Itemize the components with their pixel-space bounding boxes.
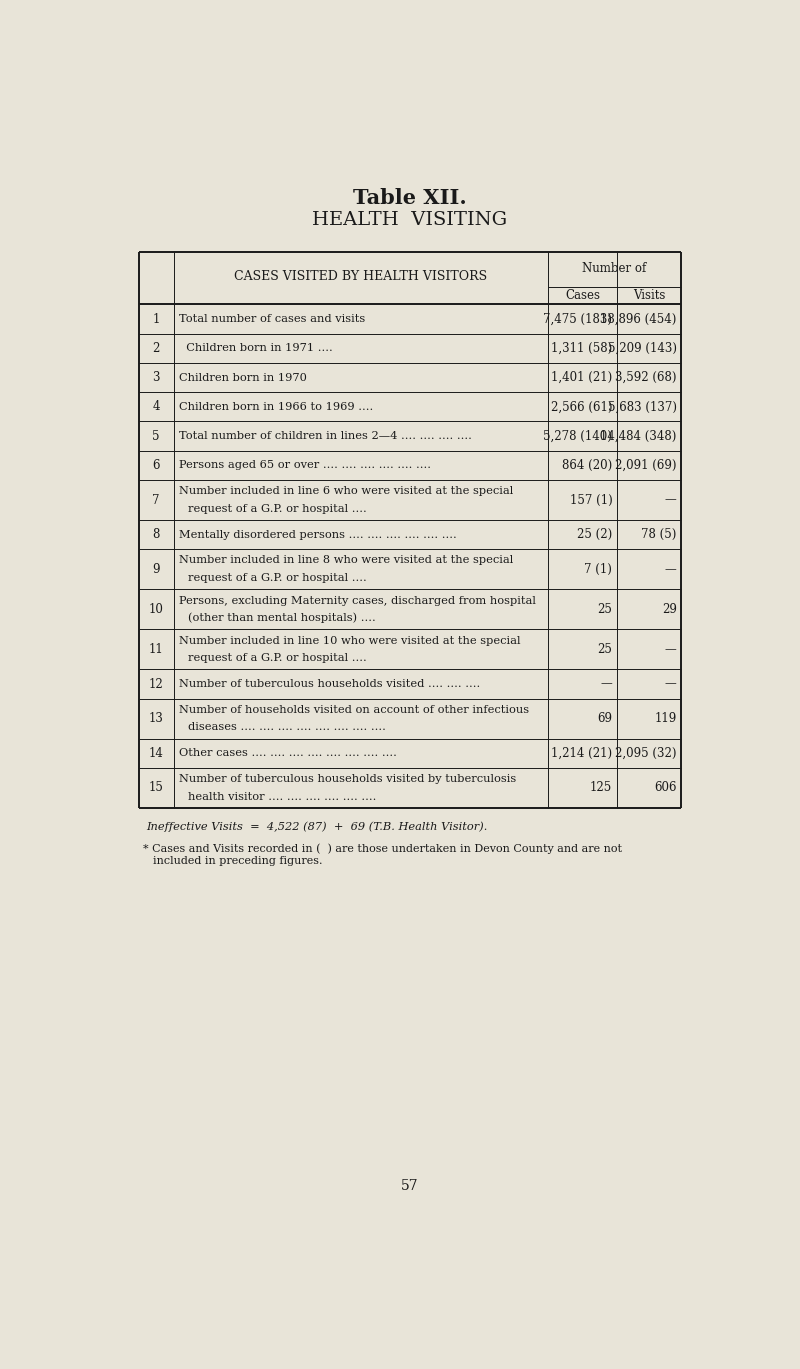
- Text: 125: 125: [590, 782, 612, 794]
- Text: 7,475 (183): 7,475 (183): [543, 312, 612, 326]
- Text: —: —: [665, 493, 677, 507]
- Text: 9: 9: [153, 563, 160, 576]
- Text: 2: 2: [153, 342, 160, 355]
- Text: (other than mental hospitals) ....: (other than mental hospitals) ....: [188, 613, 376, 623]
- Text: 78 (5): 78 (5): [642, 528, 677, 541]
- Text: HEALTH  VISITING: HEALTH VISITING: [313, 211, 507, 229]
- Text: 7 (1): 7 (1): [584, 563, 612, 576]
- Text: 29: 29: [662, 602, 677, 616]
- Text: Children born in 1971 ....: Children born in 1971 ....: [179, 344, 333, 353]
- Text: Children born in 1970: Children born in 1970: [179, 372, 307, 382]
- Text: 864 (20): 864 (20): [562, 459, 612, 472]
- Text: 13: 13: [149, 712, 164, 726]
- Text: Table XII.: Table XII.: [353, 188, 467, 208]
- Text: Number included in line 8 who were visited at the special: Number included in line 8 who were visit…: [179, 556, 514, 565]
- Text: 8: 8: [153, 528, 160, 541]
- Text: request of a G.P. or hospital ....: request of a G.P. or hospital ....: [188, 504, 367, 513]
- Text: 1,214 (21): 1,214 (21): [551, 747, 612, 760]
- Text: 15: 15: [149, 782, 164, 794]
- Text: Number of tuberculous households visited by tuberculosis: Number of tuberculous households visited…: [179, 775, 516, 784]
- Text: 1,311 (58): 1,311 (58): [551, 342, 612, 355]
- Text: 119: 119: [654, 712, 677, 726]
- Text: 3: 3: [153, 371, 160, 385]
- Text: 2,095 (32): 2,095 (32): [615, 747, 677, 760]
- Text: CASES VISITED BY HEALTH VISITORS: CASES VISITED BY HEALTH VISITORS: [234, 270, 487, 283]
- Text: Other cases .... .... .... .... .... .... .... ....: Other cases .... .... .... .... .... ...…: [179, 749, 397, 758]
- Text: 57: 57: [401, 1179, 419, 1192]
- Text: Visits: Visits: [633, 289, 666, 303]
- Text: 3,592 (68): 3,592 (68): [615, 371, 677, 385]
- Text: —: —: [665, 563, 677, 576]
- Text: 14: 14: [149, 747, 164, 760]
- Text: 4: 4: [153, 400, 160, 413]
- Text: 2,091 (69): 2,091 (69): [615, 459, 677, 472]
- Text: 25: 25: [598, 602, 612, 616]
- Text: request of a G.P. or hospital ....: request of a G.P. or hospital ....: [188, 653, 367, 663]
- Text: 25: 25: [598, 643, 612, 656]
- Text: —: —: [665, 678, 677, 690]
- Text: 11: 11: [149, 643, 163, 656]
- Text: Children born in 1966 to 1969 ....: Children born in 1966 to 1969 ....: [179, 402, 374, 412]
- Text: 12: 12: [149, 678, 163, 690]
- Text: diseases .... .... .... .... .... .... .... ....: diseases .... .... .... .... .... .... .…: [188, 723, 386, 732]
- Text: 5: 5: [153, 430, 160, 442]
- Text: —: —: [601, 678, 612, 690]
- Text: 14,484 (348): 14,484 (348): [600, 430, 677, 442]
- Text: 7: 7: [153, 493, 160, 507]
- Text: 2,566 (61): 2,566 (61): [550, 400, 612, 413]
- Text: Number included in line 10 who were visited at the special: Number included in line 10 who were visi…: [179, 635, 521, 646]
- Text: Number of: Number of: [582, 263, 646, 275]
- Text: 5,683 (137): 5,683 (137): [608, 400, 677, 413]
- Text: 25 (2): 25 (2): [577, 528, 612, 541]
- Text: Total number of children in lines 2—4 .... .... .... ....: Total number of children in lines 2—4 ..…: [179, 431, 472, 441]
- Text: Total number of cases and visits: Total number of cases and visits: [179, 314, 366, 324]
- Text: 5,278 (140): 5,278 (140): [543, 430, 612, 442]
- Text: Number of tuberculous households visited .... .... ....: Number of tuberculous households visited…: [179, 679, 480, 689]
- Text: Cases: Cases: [565, 289, 600, 303]
- Text: 157 (1): 157 (1): [570, 493, 612, 507]
- Text: Persons, excluding Maternity cases, discharged from hospital: Persons, excluding Maternity cases, disc…: [179, 596, 536, 605]
- Text: included in preceding figures.: included in preceding figures.: [153, 856, 322, 865]
- Text: 10: 10: [149, 602, 164, 616]
- Text: Mentally disordered persons .... .... .... .... .... ....: Mentally disordered persons .... .... ..…: [179, 530, 457, 539]
- Text: 5,209 (143): 5,209 (143): [608, 342, 677, 355]
- Text: 1,401 (21): 1,401 (21): [551, 371, 612, 385]
- Text: 18,896 (454): 18,896 (454): [600, 312, 677, 326]
- Text: 69: 69: [598, 712, 612, 726]
- Text: 606: 606: [654, 782, 677, 794]
- Text: 6: 6: [153, 459, 160, 472]
- Text: request of a G.P. or hospital ....: request of a G.P. or hospital ....: [188, 574, 367, 583]
- Text: Number included in line 6 who were visited at the special: Number included in line 6 who were visit…: [179, 486, 514, 496]
- Text: 1: 1: [153, 312, 160, 326]
- Text: Persons aged 65 or over .... .... .... .... .... ....: Persons aged 65 or over .... .... .... .…: [179, 460, 431, 471]
- Text: health visitor .... .... .... .... .... ....: health visitor .... .... .... .... .... …: [188, 791, 377, 802]
- Text: Ineffective Visits  =  4,522 (87)  +  69 (T.B. Health Visitor).: Ineffective Visits = 4,522 (87) + 69 (T.…: [146, 821, 488, 832]
- Text: —: —: [665, 643, 677, 656]
- Text: * Cases and Visits recorded in (  ) are those undertaken in Devon County and are: * Cases and Visits recorded in ( ) are t…: [142, 843, 622, 854]
- Text: Number of households visited on account of other infectious: Number of households visited on account …: [179, 705, 529, 715]
